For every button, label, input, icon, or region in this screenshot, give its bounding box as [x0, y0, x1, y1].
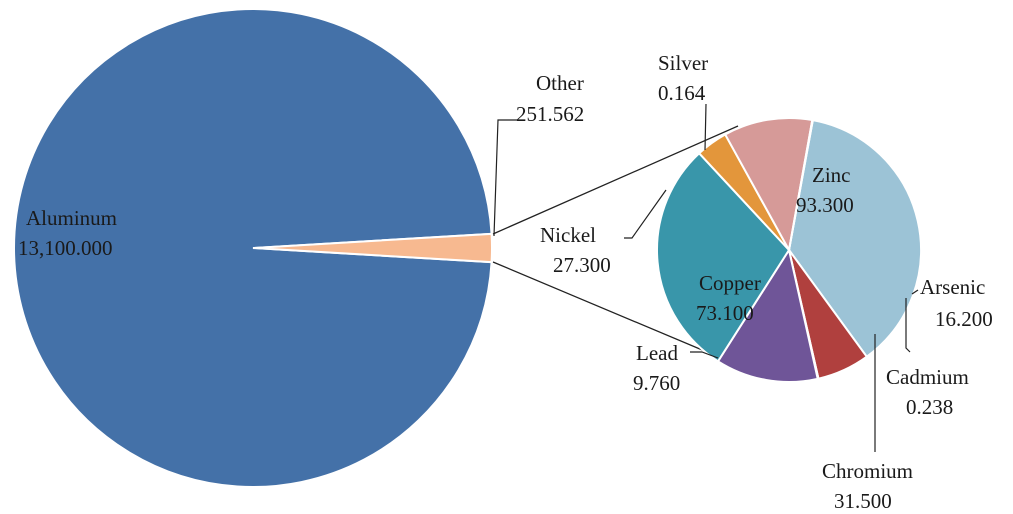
label-cadmium-name: Cadmium	[886, 365, 969, 389]
secondary-slice-nickel	[723, 117, 814, 253]
secondary-slice-copper	[656, 151, 791, 363]
label-zinc-name: Zinc	[812, 163, 850, 187]
main-slice-other	[252, 232, 493, 264]
label-nickel-value: 27.300	[553, 253, 611, 277]
label-chromium-name: Chromium	[822, 459, 913, 483]
leader-line-arsenic	[911, 289, 919, 295]
label-arsenic-value: 16.200	[935, 307, 993, 331]
label-cadmium-value: 0.238	[906, 395, 953, 419]
label-silver-name: Silver	[658, 51, 708, 75]
secondary-slice-silver	[788, 118, 814, 251]
label-aluminum-name: Aluminum	[26, 206, 117, 230]
label-other-value: 251.562	[516, 102, 584, 126]
label-other-name: Other	[536, 71, 584, 95]
label-zinc-value: 93.300	[796, 193, 854, 217]
leader-line-cadmium	[905, 298, 911, 353]
secondary-slice-zinc	[787, 119, 922, 359]
label-copper-name: Copper	[699, 271, 761, 295]
leader-line-silver	[704, 103, 707, 151]
label-lead-value: 9.760	[633, 371, 680, 395]
label-nickel-name: Nickel	[540, 223, 596, 247]
label-arsenic-name: Arsenic	[920, 275, 985, 299]
label-copper-value: 73.100	[696, 301, 754, 325]
label-lead-name: Lead	[636, 341, 678, 365]
leader-line-lead	[690, 351, 719, 359]
connector-line-top	[492, 125, 739, 235]
leader-line-nickel	[624, 189, 667, 239]
connector-line-bottom	[492, 261, 727, 361]
label-chromium-value: 31.500	[834, 489, 892, 513]
label-silver-value: 0.164	[658, 81, 706, 105]
leader-line-other	[493, 119, 517, 237]
secondary-slice-chromium	[716, 247, 819, 383]
main-slice-aluminum	[13, 8, 493, 488]
label-aluminum-value: 13,100.000	[18, 236, 113, 260]
